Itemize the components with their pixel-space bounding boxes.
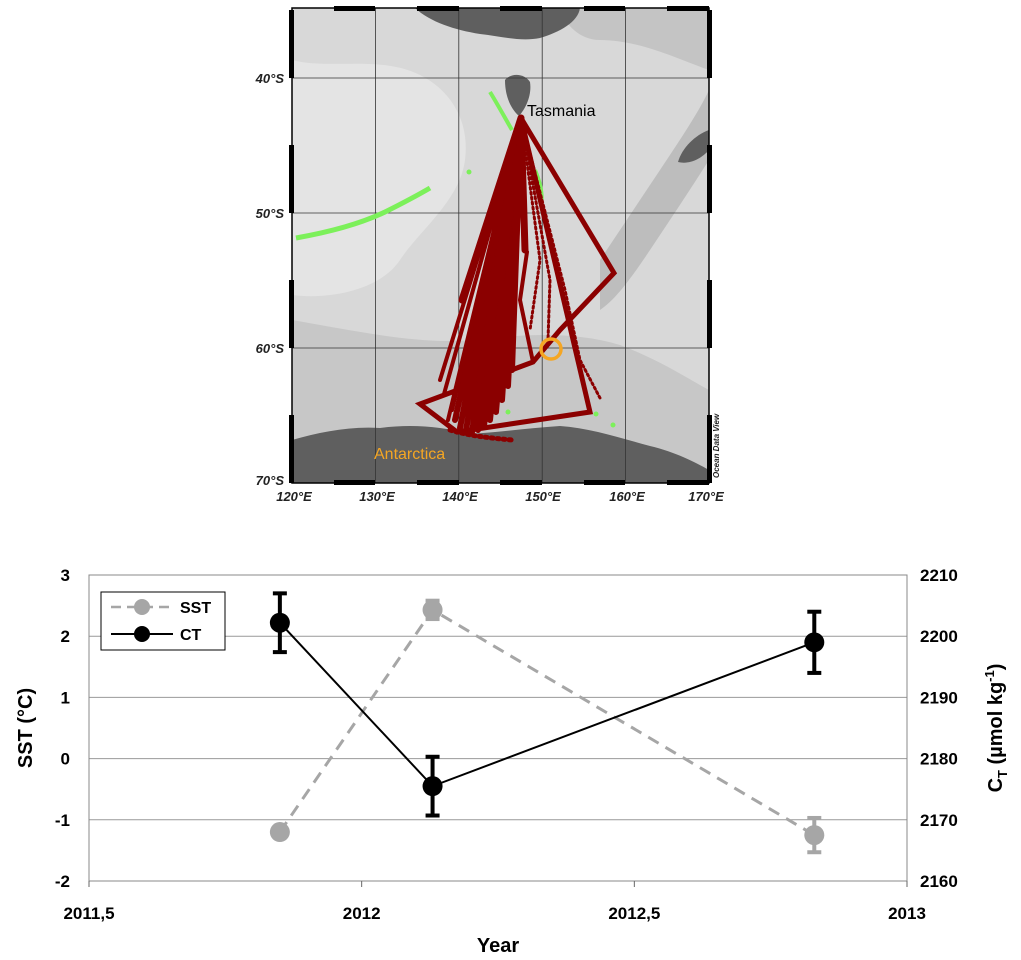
y-right-tick-label: 2210 [920,566,958,585]
y-right-tick-label: 2200 [920,627,958,646]
plot-area-frame [88,574,908,882]
ct-point [269,612,290,633]
y-left-tick-label: 1 [61,688,70,707]
sst-line [278,607,816,837]
map-lon-label: 130°E [359,489,395,504]
map-border-ticks [289,6,712,485]
map-lat-label: 60°S [256,341,285,356]
y-axis-right-title-main: C [985,778,1007,792]
map-green-point [466,169,472,175]
x-axis-ticks: 2011,5 2012 2012,5 2013 [63,881,926,923]
y-axis-left-ticks: -2 -1 0 1 2 3 [55,566,70,891]
y-axis-right-title-close: ) [985,664,1007,671]
y-left-tick-label: 0 [61,750,70,769]
y-axis-right-ticks: 2160 2170 2180 2190 2200 2210 [920,566,958,891]
sst-point [422,599,443,620]
map-label-antarctica: Antarctica [374,446,445,463]
y-right-tick-label: 2180 [920,750,958,769]
y-left-tick-label: 2 [61,627,70,646]
y-axis-right-title-unit: (µmol kg [985,682,1007,770]
map-watermark: Ocean Data View [712,413,721,478]
map-lon-label: 150°E [525,489,561,504]
map-plateau [560,8,709,70]
ct-point [422,776,443,797]
ct-point [804,632,825,653]
map-lon-label: 140°E [442,489,478,504]
map-green-track-west [295,185,432,241]
x-tick-label: 2013 [888,904,926,923]
map-lon-label: 170°E [688,489,724,504]
y-axis-left-title: SST (°C) [15,688,37,768]
map-land-australia [415,8,580,40]
map-voyage-tracks [414,114,618,443]
legend-box [100,591,226,651]
y-axis-right-title: CT (µmol kg-1) [982,664,1010,793]
legend-sst-label: SST [180,600,211,617]
ct-line [279,622,815,788]
map-lat-label: 50°S [256,206,285,221]
x-axis-title: Year [477,935,519,957]
map-lat-label: 40°S [255,71,285,86]
sst-point [269,822,290,843]
y-axis-right-title-exponent: -1 [982,670,997,682]
y-left-tick-label: -2 [55,872,70,891]
y-left-tick-label: -1 [55,811,70,830]
map-bathymetry-deep [292,60,466,297]
map-lon-label: 120°E [276,489,312,504]
chart-legend: SST CT [100,591,226,651]
map-ridge [600,90,709,310]
sst-point [804,825,825,846]
legend-sst-marker [134,599,150,615]
map-land-tasmania [505,74,531,116]
map-panel: 40°S 50°S 60°S 70°S 120°E 130°E 140°E 15… [255,6,724,504]
y-right-tick-label: 2170 [920,811,958,830]
map-label-tasmania: Tasmania [527,103,596,120]
map-green-point [505,409,511,415]
legend-ct-marker [134,626,150,642]
map-green-point [610,422,616,428]
series-sst [269,598,825,855]
x-tick-label: 2012,5 [608,904,660,923]
map-land-antarctica [292,426,709,483]
map-lon-label: 160°E [609,489,645,504]
series-ct [269,591,825,818]
map-station-marker [539,337,563,361]
map-green-point [593,411,599,417]
map-land-new-zealand [678,130,709,163]
y-left-tick-label: 3 [61,566,70,585]
y-axis-right-title-sub: T [995,770,1010,778]
legend-ct-label: CT [180,627,202,644]
map-lat-label: 70°S [256,473,285,488]
y-right-tick-label: 2190 [920,688,958,707]
y-right-tick-label: 2160 [920,872,958,891]
x-tick-label: 2012 [343,904,381,923]
x-tick-label: 2011,5 [63,904,114,923]
